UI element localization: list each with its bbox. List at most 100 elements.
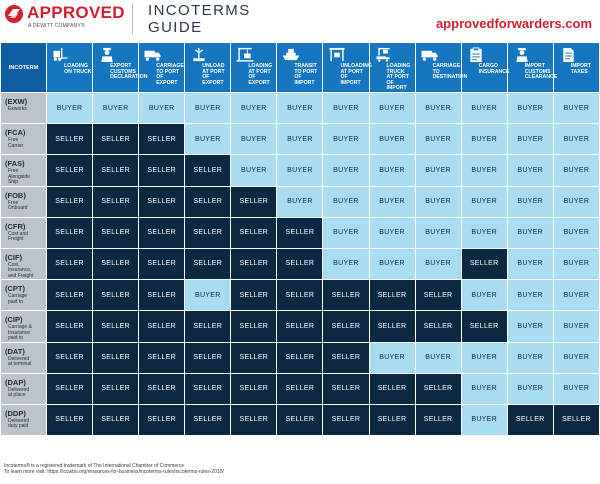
responsibility-cell: BUYER — [553, 155, 599, 186]
row-label: (DAT) Delivered at terminal — [1, 342, 47, 373]
responsibility-cell: BUYER — [369, 124, 415, 154]
responsibility-cell: BUYER — [461, 280, 507, 310]
responsibility-cell: SELLER — [93, 373, 139, 404]
responsibility-cell: BUYER — [415, 124, 461, 154]
column-header: LOADING AT PORT OF EXPORT — [231, 43, 277, 92]
column-header: TRANSIT TO PORT OF IMPORT — [277, 43, 323, 92]
responsibility-cell: BUYER — [461, 186, 507, 217]
responsibility-cell: SELLER — [277, 373, 323, 404]
responsibility-cell: SELLER — [93, 311, 139, 342]
responsibility-cell: SELLER — [185, 248, 231, 279]
brand-name: APPROVED — [27, 3, 125, 22]
responsibility-cell: BUYER — [323, 155, 369, 186]
responsibility-cell: BUYER — [507, 373, 553, 404]
responsibility-cell: SELLER — [47, 155, 93, 186]
responsibility-cell: SELLER — [231, 404, 277, 435]
responsibility-cell: SELLER — [185, 342, 231, 373]
responsibility-cell: SELLER — [47, 404, 93, 435]
gantry-crane-icon — [329, 47, 345, 62]
responsibility-cell: SELLER — [415, 404, 461, 435]
responsibility-cell: SELLER — [277, 217, 323, 248]
incoterm-name: Free Onboard — [8, 199, 28, 211]
responsibility-cell: SELLER — [185, 186, 231, 217]
responsibility-cell: SELLER — [93, 342, 139, 373]
incoterm-name: Delivered at terminal — [8, 355, 32, 367]
responsibility-cell: SELLER — [277, 248, 323, 279]
responsibility-cell: SELLER — [415, 373, 461, 404]
website-link[interactable]: approvedforwarders.com — [435, 16, 592, 31]
responsibility-cell: SELLER — [93, 248, 139, 279]
responsibility-cell: BUYER — [553, 124, 599, 154]
incoterm-name: Carriage & Insurance paid to — [8, 324, 32, 341]
responsibility-cell: BUYER — [277, 186, 323, 217]
responsibility-cell: BUYER — [415, 248, 461, 279]
responsibility-cell: BUYER — [553, 93, 599, 123]
responsibility-cell: SELLER — [47, 217, 93, 248]
responsibility-cell: SELLER — [231, 217, 277, 248]
row-label: (DAP) Delivered at place — [1, 373, 47, 404]
responsibility-cell: BUYER — [461, 93, 507, 123]
responsibility-cell: BUYER — [507, 93, 553, 123]
row-label: (FOB) Free Onboard — [1, 186, 47, 217]
top-header: APPROVED A DEWITT COMPANY® INCOTERMS GUI… — [0, 0, 600, 42]
responsibility-cell: BUYER — [231, 93, 277, 123]
incoterm-code: (EXW) — [5, 97, 28, 106]
row-label: (CIP) Carriage & Insurance paid to — [1, 311, 47, 342]
responsibility-cell: SELLER — [47, 342, 93, 373]
column-header-label: CARRIAGE TO PORT OF EXPORT — [156, 63, 184, 86]
customs-officer-icon — [516, 47, 528, 63]
responsibility-cell: SELLER — [47, 248, 93, 279]
responsibility-cell: SELLER — [415, 280, 461, 310]
row-label: (FAS) Free Alongside Ship — [1, 155, 47, 186]
responsibility-cell: SELLER — [369, 404, 415, 435]
responsibility-cell: BUYER — [553, 373, 599, 404]
incoterm-name: Free Carrier — [8, 137, 24, 149]
responsibility-cell: BUYER — [415, 217, 461, 248]
column-header-label: LOADING TRUCK AT PORT OF IMPORT — [386, 63, 411, 92]
document-icon — [563, 47, 574, 63]
company-logo[interactable]: APPROVED A DEWITT COMPANY® — [4, 3, 125, 35]
row-label: (CFR) Cost and Freight — [1, 217, 47, 248]
column-header: LOADING ON TRUCK — [47, 43, 93, 92]
responsibility-cell: BUYER — [231, 124, 277, 154]
incoterms-table: INCOTERM LOADING ON TRUCK EXPORT CUSTOMS … — [0, 42, 600, 436]
responsibility-cell: SELLER — [461, 311, 507, 342]
column-header: EXPORT CUSTOMS DECLARATION — [93, 43, 148, 92]
crane-unload-icon — [193, 47, 205, 62]
responsibility-cell: BUYER — [231, 155, 277, 186]
responsibility-cell: SELLER — [47, 186, 93, 217]
learn-more-link[interactable]: To learn more visit: https://iccwbo.org/… — [4, 469, 224, 475]
responsibility-cell: BUYER — [323, 124, 369, 154]
responsibility-cell: BUYER — [277, 124, 323, 154]
incoterm-code: (FAS) — [5, 159, 25, 168]
customs-officer-icon — [101, 47, 113, 63]
responsibility-cell: SELLER — [139, 342, 185, 373]
responsibility-cell: BUYER — [93, 93, 139, 123]
responsibility-cell: SELLER — [277, 342, 323, 373]
incoterm-name: Cost, Insurance, and Freight — [8, 261, 34, 279]
responsibility-cell: BUYER — [369, 155, 415, 186]
responsibility-cell: BUYER — [415, 155, 461, 186]
incoterm-row: (FAS) Free Alongside Ship SELLER SELLER SELL… — [1, 155, 599, 186]
responsibility-cell: BUYER — [369, 93, 415, 123]
responsibility-cell: BUYER — [461, 217, 507, 248]
row-label: (FCA) Free Carrier — [1, 124, 47, 154]
title-line-2: GUIDE — [148, 19, 203, 36]
responsibility-cell: SELLER — [139, 248, 185, 279]
column-header: UNLOAD AT PORT OF EXPORT — [185, 43, 231, 92]
responsibility-cell: BUYER — [553, 342, 599, 373]
responsibility-cell: SELLER — [277, 280, 323, 310]
incoterm-row: (FCA) Free Carrier SELLER SELLER SELLER BUYER… — [1, 124, 599, 154]
crane-truck-icon — [375, 47, 390, 62]
responsibility-cell: SELLER — [93, 186, 139, 217]
responsibility-cell: SELLER — [231, 342, 277, 373]
incoterm-row: (CFR) Cost and Freight SELLER SELLER SELLER S… — [1, 217, 599, 248]
incoterm-code: (CIF) — [5, 252, 23, 262]
responsibility-cell: BUYER — [369, 217, 415, 248]
responsibility-cell: SELLER — [231, 248, 277, 279]
column-header: LOADING TRUCK AT PORT OF IMPORT — [369, 43, 415, 92]
incoterm-row: (DAP) Delivered at place SELLER SELLER SELLE… — [1, 373, 599, 404]
responsibility-cell: BUYER — [507, 124, 553, 154]
header-divider — [132, 4, 133, 34]
responsibility-cell: SELLER — [277, 311, 323, 342]
